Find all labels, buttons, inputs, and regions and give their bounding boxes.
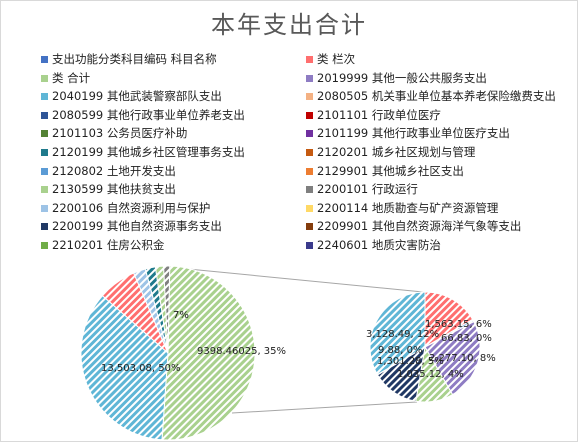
legend-item: 2101199 其他行政事业单位医疗支出 (306, 125, 510, 141)
legend-label: 2120802 土地开发支出 (52, 163, 176, 178)
legend-item: 2019999 其他一般公共服务支出 (306, 70, 487, 86)
legend-item: 2080599 其他行政事业单位养老支出 (41, 107, 245, 123)
legend-swatch (41, 204, 48, 212)
legend-swatch (41, 242, 48, 249)
data-label: 1,035.12, 4% (397, 369, 464, 380)
legend-label: 2120199 其他城乡社区管理事务支出 (52, 145, 245, 159)
legend-label: 2101199 其他行政事业单位医疗支出 (317, 126, 510, 141)
legend-swatch (41, 186, 48, 194)
legend-swatch (306, 74, 313, 82)
connector-line (231, 401, 418, 414)
legend-label: 2129901 其他城乡社区支出 (317, 163, 464, 178)
pie-slice (163, 265, 171, 354)
legend-item: 2240601 地质灾害防治 (306, 237, 441, 253)
legend-item: 2210201 住房公积金 (41, 237, 164, 253)
legend-swatch (306, 56, 313, 63)
data-label: 13,503.08, 50% (101, 363, 180, 374)
legend-label: 2040199 其他武装警察部队支出 (52, 89, 222, 104)
legend-swatch (41, 130, 48, 138)
legend-label: 2240601 地质灾害防治 (317, 238, 441, 252)
connector-lines (177, 267, 424, 414)
legend-swatch (306, 93, 313, 101)
data-label: 3,128.49, 12% (366, 329, 439, 340)
legend-item: 2101103 公务员医疗补助 (41, 125, 187, 141)
legend-item: 2040199 其他武装警察部队支出 (41, 88, 222, 104)
data-label: 9398.46025, 35% (197, 346, 286, 357)
legend-item: 2120199 其他城乡社区管理事务支出 (41, 144, 245, 160)
main-pie (80, 265, 256, 441)
legend-swatch (41, 149, 48, 156)
legend-swatch (41, 93, 48, 101)
legend-swatch (41, 167, 48, 175)
slice-labels: 13,503.08, 50% 9398.46025, 35% 7% 1,563.15,… (101, 310, 496, 380)
chart-title: 本年支出合计 (211, 11, 367, 39)
legend-item: 2200106 自然资源利用与保护 (41, 200, 210, 216)
legend-item: 2130599 其他扶贫支出 (41, 181, 176, 197)
legend-item: 2200101 行政运行 (306, 181, 418, 197)
legend-swatch (306, 223, 313, 231)
legend-label: 2200106 自然资源利用与保护 (52, 200, 211, 215)
legend-item: 2120201 城乡社区规划与管理 (306, 144, 475, 160)
legend-item: 2080505 机关事业单位基本养老保险缴费支出 (306, 88, 556, 104)
legend-label: 2200199 其他自然资源事务支出 (52, 219, 222, 234)
legend-swatch (306, 204, 313, 212)
legend-swatch (306, 242, 313, 249)
legend-item: 类 栏次 (306, 51, 355, 67)
pie-slice (161, 265, 256, 441)
legend-label: 2210201 住房公积金 (52, 238, 165, 252)
connector-line (177, 267, 424, 293)
data-label: 7% (173, 310, 189, 321)
legend-swatch (41, 56, 48, 63)
legend-label: 2200101 行政运行 (317, 182, 418, 197)
data-label: 66.83, 0% (441, 333, 492, 344)
data-label: 1,301.28, 5% (377, 356, 444, 367)
pie-slice (424, 320, 481, 396)
legend-label: 支出功能分类科目编码 科目名称 (52, 52, 217, 66)
legend-swatch (306, 167, 313, 175)
data-label: 1,563.15, 6% (425, 319, 492, 330)
legend-item: 2209901 其他自然资源海洋气象等支出 (306, 218, 521, 234)
data-label: 2,277.10, 8% (429, 353, 496, 364)
pie-slice (369, 291, 426, 376)
legend-swatch (306, 130, 313, 138)
legend-label: 2209901 其他自然资源海洋气象等支出 (317, 219, 522, 234)
legend-swatch (306, 186, 313, 194)
legend-swatch (306, 111, 313, 119)
pie-slice (80, 294, 169, 441)
legend-label: 类 栏次 (317, 52, 356, 66)
secondary-pie (369, 291, 481, 403)
data-label: 9.88, 0% (378, 345, 423, 356)
legend-swatch (41, 74, 48, 82)
legend-label: 2120201 城乡社区规划与管理 (317, 145, 476, 159)
legend-item: 2120802 土地开发支出 (41, 163, 176, 179)
legend-swatch (41, 223, 48, 231)
legend-label: 2130599 其他扶贫支出 (52, 182, 176, 197)
legend-label: 2080599 其他行政事业单位养老支出 (52, 107, 245, 122)
legend-item: 2129901 其他城乡社区支出 (306, 163, 464, 179)
legend-item: 类 合计 (41, 70, 90, 86)
legend-label: 2101103 公务员医疗补助 (52, 126, 188, 141)
legend-item: 支出功能分类科目编码 科目名称 (41, 51, 217, 67)
legend-label: 类 合计 (52, 70, 91, 85)
legend-label: 2200114 地质勘查与矿产资源管理 (317, 200, 499, 215)
legend-swatch (306, 149, 313, 156)
legend-item: 2200114 地质勘查与矿产资源管理 (306, 200, 498, 216)
pie-slice (424, 291, 474, 348)
legend-label: 2101101 行政单位医疗 (317, 107, 441, 122)
legend-item: 2101101 行政单位医疗 (306, 107, 441, 123)
legend-label: 2019999 其他一般公共服务支出 (317, 70, 487, 85)
legend-label: 2080505 机关事业单位基本养老保险缴费支出 (317, 89, 556, 104)
legend-swatch (41, 111, 48, 119)
legend-item: 2200199 其他自然资源事务支出 (41, 218, 222, 234)
